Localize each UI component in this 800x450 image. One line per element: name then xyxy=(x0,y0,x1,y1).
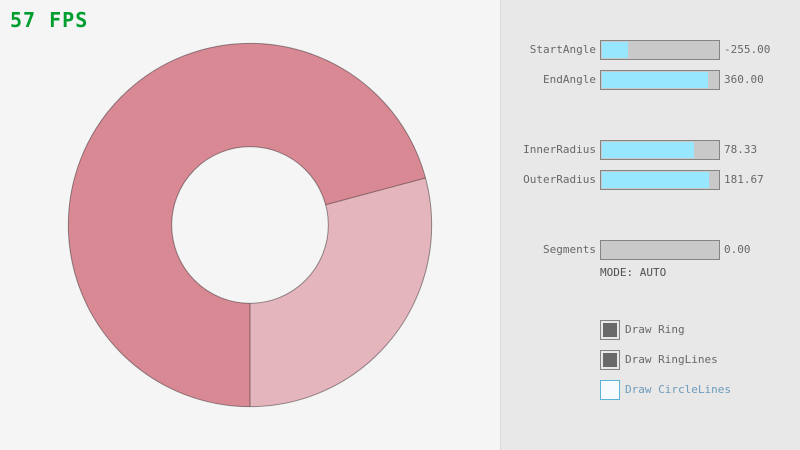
ring-radial-line xyxy=(325,177,426,206)
slider-label: OuterRadius xyxy=(523,173,596,186)
checkbox-check-mark xyxy=(603,323,617,337)
slider-bar[interactable] xyxy=(600,70,720,90)
checkbox-label[interactable]: Draw RingLines xyxy=(625,353,718,366)
slider-label: EndAngle xyxy=(543,73,596,86)
slider-segments: Segments 0.00 xyxy=(500,240,800,260)
slider-fill xyxy=(602,172,709,188)
slider-fill xyxy=(602,142,694,158)
slider-bar[interactable] xyxy=(600,170,720,190)
slider-label: Segments xyxy=(543,243,596,256)
mode-status-text: MODE: AUTO xyxy=(600,266,667,279)
slider-value: 181.67 xyxy=(724,173,764,186)
ring-inner-outline xyxy=(171,146,329,304)
checkbox-box[interactable] xyxy=(600,350,620,370)
slider-label: InnerRadius xyxy=(523,143,596,156)
slider-value: 0.00 xyxy=(724,243,751,256)
slider-end-angle: EndAngle 360.00 xyxy=(500,70,800,90)
slider-fill xyxy=(602,42,628,58)
checkbox-label[interactable]: Draw Ring xyxy=(625,323,685,336)
checkbox-check-mark xyxy=(603,353,617,367)
checkbox-draw-ring: Draw Ring xyxy=(500,320,800,340)
slider-bar[interactable] xyxy=(600,40,720,60)
slider-outer-radius: OuterRadius 181.67 xyxy=(500,170,800,190)
slider-bar[interactable] xyxy=(600,240,720,260)
slider-value: 360.00 xyxy=(724,73,764,86)
ring-sector-light xyxy=(250,177,432,407)
slider-value: 78.33 xyxy=(724,143,758,156)
ring-radial-lines xyxy=(249,177,426,407)
slider-inner-radius: InnerRadius 78.33 xyxy=(500,140,800,160)
ring-outer-outline xyxy=(67,42,433,408)
slider-bar[interactable] xyxy=(600,140,720,160)
checkbox-label[interactable]: Draw CircleLines xyxy=(625,383,731,396)
checkbox-box[interactable] xyxy=(600,380,620,400)
fps-counter: 57 FPS xyxy=(10,8,89,32)
checkbox-box[interactable] xyxy=(600,320,620,340)
slider-value: -255.00 xyxy=(724,43,771,56)
checkbox-draw-ringlines: Draw RingLines xyxy=(500,350,800,370)
ring-canvas xyxy=(67,42,433,408)
slider-start-angle: StartAngle -255.00 xyxy=(500,40,800,60)
slider-label: StartAngle xyxy=(529,43,596,56)
slider-fill xyxy=(602,72,708,88)
checkbox-draw-circlelines: Draw CircleLines xyxy=(500,380,800,400)
ring-sector-dark xyxy=(68,43,426,407)
